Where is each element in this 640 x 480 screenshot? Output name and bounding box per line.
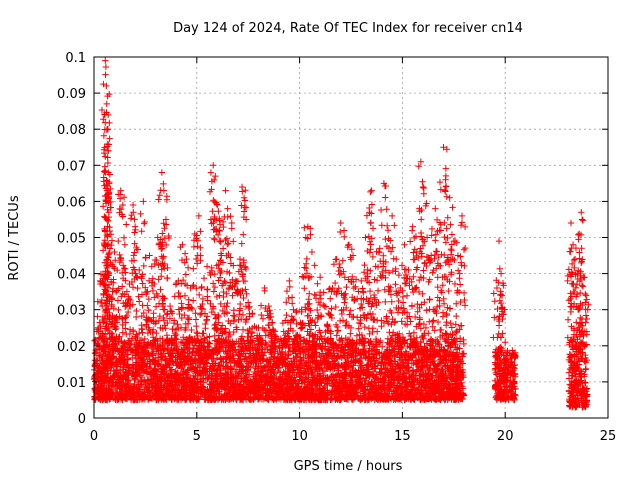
data-points [90, 57, 592, 411]
data-point [227, 338, 234, 345]
data-point [286, 361, 293, 368]
data-point [287, 390, 295, 397]
data-point [286, 344, 294, 352]
data-point [186, 350, 193, 357]
data-point [190, 375, 198, 382]
data-point [141, 335, 149, 343]
data-point [423, 340, 431, 347]
data-point [440, 346, 447, 353]
data-point [334, 345, 342, 352]
data-point [255, 340, 263, 347]
data-point [146, 364, 153, 371]
data-point [435, 383, 443, 390]
data-point [442, 381, 450, 388]
data-point [219, 344, 226, 351]
data-point [103, 385, 110, 392]
data-point [319, 340, 326, 347]
data-point [123, 362, 130, 369]
data-point [413, 367, 420, 375]
data-point [291, 371, 298, 379]
data-point [300, 335, 308, 343]
data-point [160, 366, 167, 373]
data-point [460, 336, 467, 344]
data-point [236, 343, 244, 350]
data-point [246, 347, 253, 355]
data-point [285, 351, 292, 358]
data-point [438, 359, 446, 366]
data-point [216, 361, 223, 369]
data-point [356, 357, 363, 364]
data-point [120, 343, 127, 350]
data-point [368, 341, 376, 348]
data-point [232, 368, 239, 376]
data-point [403, 381, 411, 389]
data-point [447, 366, 455, 373]
data-point [392, 386, 399, 394]
data-point [189, 348, 196, 355]
data-point [420, 335, 427, 342]
chart-title: Day 124 of 2024, Rate Of TEC Index for r… [173, 21, 523, 36]
data-point [129, 354, 136, 362]
data-point [160, 346, 167, 353]
data-point [262, 340, 269, 347]
y-axis-label: ROTI / TECUs [7, 195, 22, 280]
data-point [237, 356, 244, 364]
data-point [206, 371, 213, 379]
data-point [242, 355, 250, 362]
x-axis-label: GPS time / hours [294, 459, 403, 474]
data-point [149, 351, 156, 358]
data-point [377, 369, 385, 377]
